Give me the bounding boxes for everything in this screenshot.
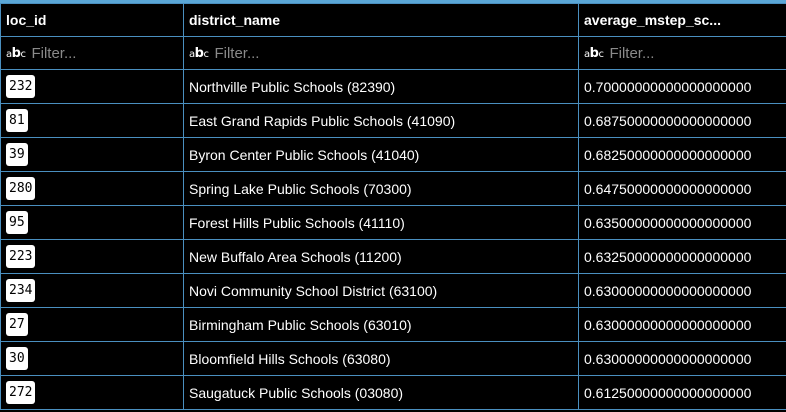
- column-header-loc-id[interactable]: loc_id: [0, 3, 184, 37]
- cell-average[interactable]: 0.63000000000000000000: [578, 307, 786, 342]
- cell-loc-id[interactable]: 95: [0, 205, 184, 240]
- table-row[interactable]: 280 Spring Lake Public Schools (70300) 0…: [0, 171, 786, 206]
- cell-district-name[interactable]: Spring Lake Public Schools (70300): [183, 171, 579, 206]
- loc-id-chip: 232: [6, 75, 36, 98]
- cell-loc-id[interactable]: 30: [0, 341, 184, 376]
- loc-id-chip: 81: [6, 109, 28, 132]
- cell-district-name[interactable]: Byron Center Public Schools (41040): [183, 137, 579, 172]
- table-row[interactable]: 39 Byron Center Public Schools (41040) 0…: [0, 137, 786, 172]
- cell-loc-id[interactable]: 280: [0, 171, 184, 206]
- loc-id-chip: 27: [6, 313, 28, 336]
- table-row[interactable]: 223 New Buffalo Area Schools (11200) 0.6…: [0, 239, 786, 274]
- column-header-district-name[interactable]: district_name: [183, 3, 579, 37]
- cell-loc-id[interactable]: 39: [0, 137, 184, 172]
- table-row[interactable]: 27 Birmingham Public Schools (63010) 0.6…: [0, 307, 786, 342]
- cell-average[interactable]: 0.63250000000000000000: [578, 239, 786, 274]
- cell-loc-id[interactable]: 234: [0, 273, 184, 308]
- cell-average[interactable]: 0.63000000000000000000: [578, 341, 786, 376]
- cell-district-name[interactable]: East Grand Rapids Public Schools (41090): [183, 103, 579, 138]
- loc-id-chip: 95: [6, 211, 28, 234]
- table-row[interactable]: 232 Northville Public Schools (82390) 0.…: [0, 69, 786, 104]
- cell-loc-id[interactable]: 272: [0, 375, 184, 410]
- table-row[interactable]: 30 Bloomfield Hills Schools (63080) 0.63…: [0, 341, 786, 376]
- filter-row: abc abc abc: [0, 36, 786, 70]
- cell-district-name[interactable]: Bloomfield Hills Schools (63080): [183, 341, 579, 376]
- cell-district-name[interactable]: New Buffalo Area Schools (11200): [183, 239, 579, 274]
- loc-id-chip: 223: [6, 245, 36, 268]
- cell-loc-id[interactable]: 232: [0, 69, 184, 104]
- cell-district-name[interactable]: Northville Public Schools (82390): [183, 69, 579, 104]
- cell-average[interactable]: 0.70000000000000000000: [578, 69, 786, 104]
- loc-id-chip: 272: [6, 381, 36, 404]
- table-row[interactable]: 95 Forest Hills Public Schools (41110) 0…: [0, 205, 786, 240]
- cell-average[interactable]: 0.61250000000000000000: [578, 375, 786, 410]
- cell-loc-id[interactable]: 81: [0, 103, 184, 138]
- table-row[interactable]: 81 East Grand Rapids Public Schools (410…: [0, 103, 786, 138]
- loc-id-chip: 280: [6, 177, 36, 200]
- filter-input-district-name[interactable]: [214, 44, 546, 62]
- loc-id-chip: 30: [6, 347, 28, 370]
- cell-district-name[interactable]: Forest Hills Public Schools (41110): [183, 205, 579, 240]
- column-header-average-mstep[interactable]: average_mstep_sc...: [578, 3, 786, 37]
- cell-district-name[interactable]: Birmingham Public Schools (63010): [183, 307, 579, 342]
- filter-input-loc-id[interactable]: [31, 44, 182, 62]
- cell-average[interactable]: 0.68750000000000000000: [578, 103, 786, 138]
- table-row[interactable]: 234 Novi Community School District (6310…: [0, 273, 786, 308]
- table-row[interactable]: 272 Saugatuck Public Schools (03080) 0.6…: [0, 375, 786, 410]
- cell-loc-id[interactable]: 223: [0, 239, 184, 274]
- loc-id-chip: 39: [6, 143, 28, 166]
- cell-district-name[interactable]: Saugatuck Public Schools (03080): [183, 375, 579, 410]
- cell-average[interactable]: 0.64750000000000000000: [578, 171, 786, 206]
- table-body: 232 Northville Public Schools (82390) 0.…: [0, 69, 786, 410]
- cell-average[interactable]: 0.63000000000000000000: [578, 273, 786, 308]
- cell-loc-id[interactable]: 27: [0, 307, 184, 342]
- filter-input-average-mstep[interactable]: [609, 44, 782, 62]
- cell-district-name[interactable]: Novi Community School District (63100): [183, 273, 579, 308]
- header-row: loc_id district_name average_mstep_sc...: [0, 3, 786, 37]
- cell-average[interactable]: 0.68250000000000000000: [578, 137, 786, 172]
- loc-id-chip: 234: [6, 279, 36, 302]
- cell-average[interactable]: 0.63500000000000000000: [578, 205, 786, 240]
- results-table: loc_id district_name average_mstep_sc...…: [0, 3, 786, 410]
